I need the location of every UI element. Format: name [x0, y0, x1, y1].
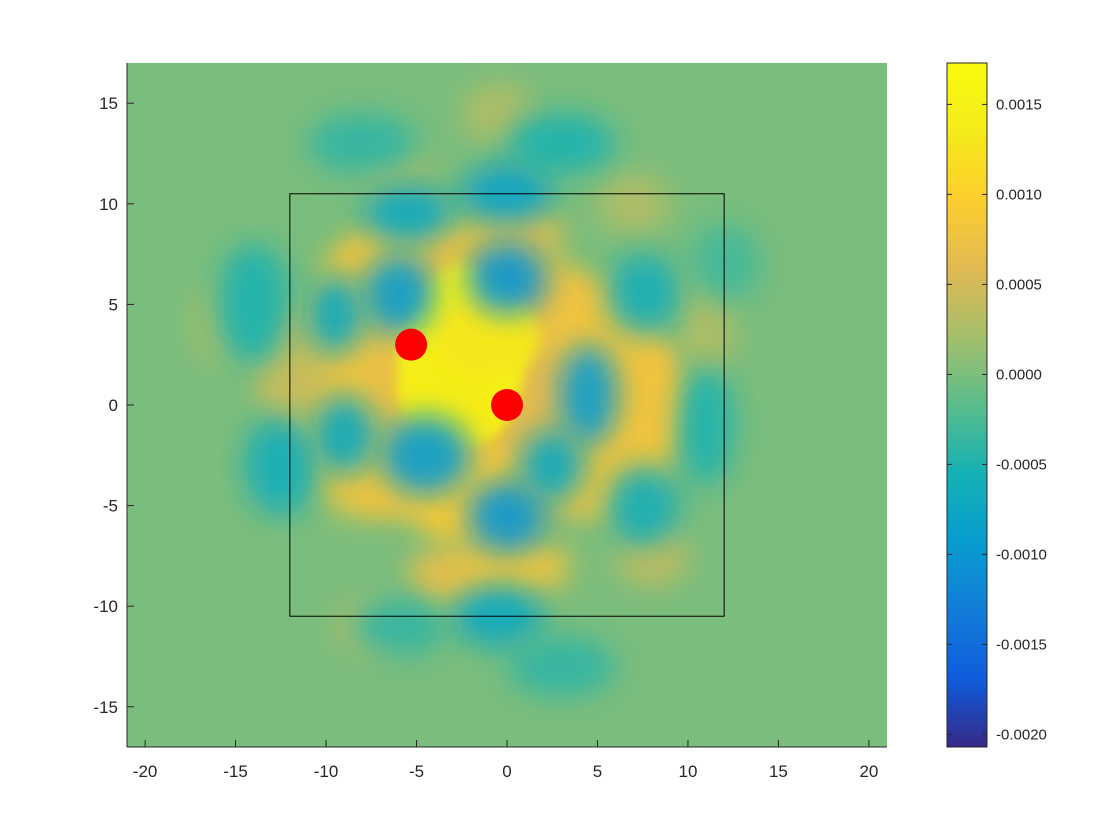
- colorbar-tick-label: 0.0005: [996, 276, 1042, 293]
- y-tick-label: -15: [93, 698, 118, 717]
- x-tick-label: 5: [593, 762, 602, 781]
- markers: [395, 328, 523, 421]
- colorbar-gradient: [946, 62, 988, 748]
- field-lobe: [507, 113, 616, 174]
- x-tick-label: 20: [859, 762, 878, 781]
- field-lobe: [507, 636, 616, 697]
- field-lobe: [311, 394, 377, 476]
- x-axis: -20 -15 -10 -5 0 5 10 15 20: [127, 740, 887, 781]
- y-axis: 15 10 5 0 -5 -10 -15: [93, 63, 134, 747]
- colorbar-ticks: 0.0015 0.0010 0.0005 0.0000 -0.0005 -0.0010 -0…: [947, 96, 1047, 743]
- field-lobe: [519, 429, 585, 502]
- colorbar: 0.0015 0.0010 0.0005 0.0000 -0.0005 -0.0010 -0…: [946, 62, 1047, 748]
- colorbar-tick-label: -0.0005: [996, 456, 1047, 473]
- y-tick-label: 15: [99, 94, 118, 113]
- field-lobe: [606, 254, 679, 335]
- colorbar-tick-label: -0.0010: [996, 546, 1047, 563]
- field-lobe: [307, 113, 417, 174]
- x-tick-label: -10: [314, 762, 339, 781]
- x-tick-label: -5: [409, 762, 424, 781]
- y-tick-label: -10: [93, 597, 118, 616]
- field-lobe: [597, 173, 670, 234]
- x-tick-label: 0: [502, 762, 511, 781]
- field-lobe: [353, 596, 444, 657]
- field-lobe: [467, 479, 547, 552]
- field-lobe: [217, 244, 290, 365]
- colorbar-tick-label: -0.0020: [996, 726, 1047, 743]
- x-tick-label: 15: [769, 762, 788, 781]
- colorbar-tick-label: 0.0010: [996, 186, 1042, 203]
- field-lobe: [380, 415, 471, 496]
- field-lobe: [461, 535, 571, 597]
- y-tick-label: -5: [103, 497, 118, 516]
- field-lobe: [606, 465, 679, 546]
- field-lobe: [597, 334, 688, 476]
- colorbar-tick-label: 0.0000: [996, 366, 1042, 383]
- field-lobe: [467, 242, 547, 315]
- x-tick-label: 10: [678, 762, 697, 781]
- field-lobe: [244, 415, 317, 516]
- heatmap-plot: [127, 63, 887, 747]
- x-tick-label: -15: [223, 762, 248, 781]
- field-lobe: [434, 294, 544, 375]
- colorbar-tick-label: 0.0015: [996, 96, 1042, 113]
- colorbar-tick-label: -0.0015: [996, 636, 1047, 653]
- bounding-box: [289, 193, 725, 617]
- field-lobe: [362, 254, 435, 335]
- field-lobe: [306, 274, 365, 355]
- point-marker: [491, 389, 523, 421]
- point-marker: [395, 328, 428, 361]
- y-tick-label: 0: [109, 396, 118, 415]
- field-lobe: [678, 364, 734, 486]
- x-tick-label: -20: [133, 762, 158, 781]
- field-lobe: [362, 183, 453, 245]
- y-tick-label: 10: [99, 195, 118, 214]
- field-lobe: [559, 344, 618, 446]
- y-tick-label: 5: [109, 295, 118, 314]
